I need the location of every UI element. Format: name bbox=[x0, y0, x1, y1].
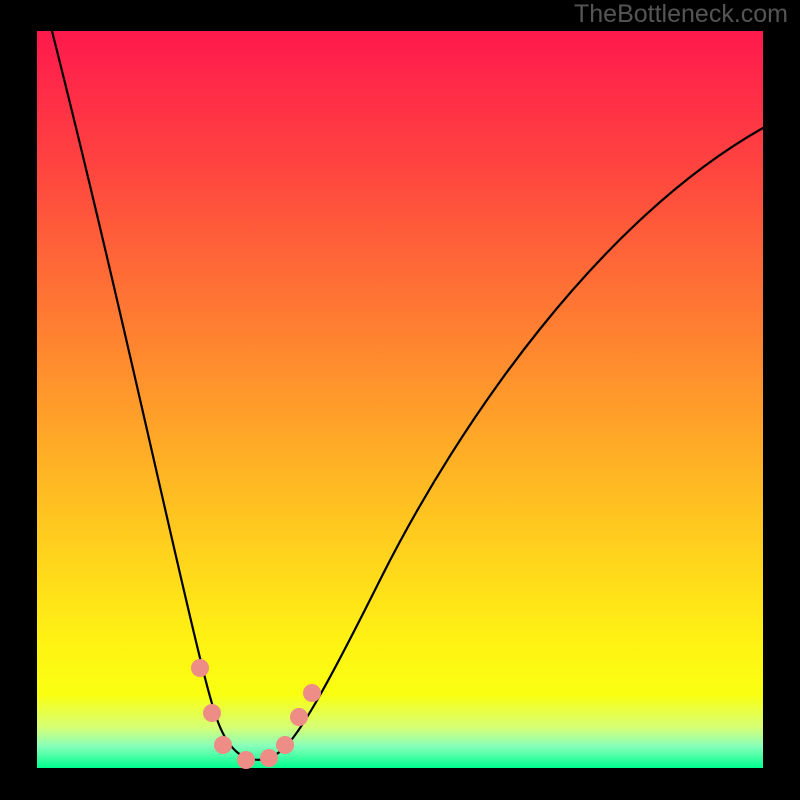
curve-marker bbox=[290, 708, 308, 726]
curve-marker bbox=[303, 684, 321, 702]
watermark-text: TheBottleneck.com bbox=[574, 0, 788, 29]
curve-marker bbox=[260, 749, 278, 767]
curve-marker bbox=[237, 751, 255, 769]
curve-marker bbox=[191, 659, 209, 677]
curve-marker bbox=[214, 736, 232, 754]
bottleneck-curve bbox=[52, 31, 763, 760]
curve-marker bbox=[276, 736, 294, 754]
curve-layer bbox=[0, 0, 800, 800]
curve-marker bbox=[203, 704, 221, 722]
